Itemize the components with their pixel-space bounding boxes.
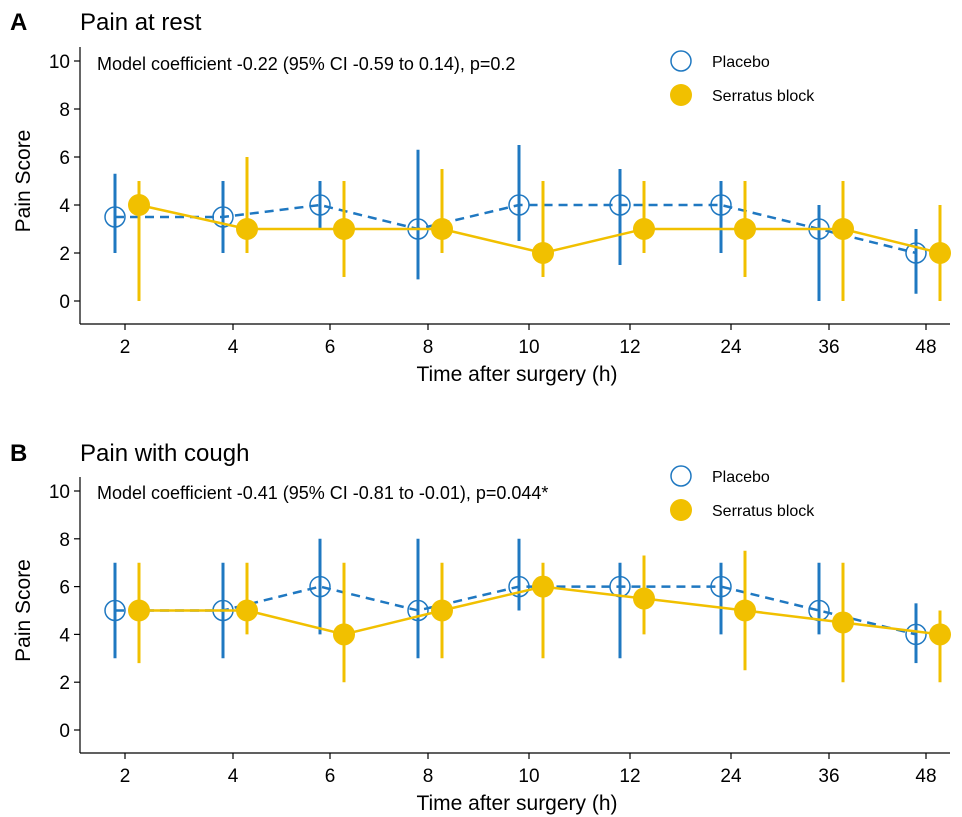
data-point-serratus xyxy=(431,218,453,240)
panel-title: Pain at rest xyxy=(80,9,202,36)
data-point-placebo xyxy=(212,206,234,228)
y-tick-label: 10 xyxy=(49,482,70,503)
legend-label-serratus: Serratus block xyxy=(712,503,815,520)
legend-marker-serratus xyxy=(670,499,692,521)
data-point-serratus xyxy=(236,218,258,240)
data-point-placebo xyxy=(104,206,126,228)
x-tick-label: 12 xyxy=(619,766,640,787)
model-annotation: Model coefficient -0.41 (95% CI -0.81 to… xyxy=(97,483,548,503)
data-point-placebo xyxy=(508,575,530,598)
y-tick-label: 6 xyxy=(59,578,70,599)
series-serratus xyxy=(128,157,951,301)
data-point-serratus xyxy=(832,218,854,240)
y-axis-title: Pain Score xyxy=(12,559,35,662)
data-point-placebo xyxy=(309,575,331,598)
data-point-serratus xyxy=(633,218,655,240)
data-point-serratus xyxy=(532,242,554,264)
x-tick-label: 6 xyxy=(325,766,336,787)
data-point-serratus xyxy=(734,218,756,240)
model-annotation: Model coefficient -0.22 (95% CI -0.59 to… xyxy=(97,54,515,74)
x-tick-label: 48 xyxy=(915,337,936,358)
data-point-serratus xyxy=(734,599,756,622)
series-placebo xyxy=(104,538,927,664)
legend-marker-placebo xyxy=(670,465,692,487)
data-point-placebo xyxy=(905,242,927,264)
y-tick-label: 0 xyxy=(59,721,70,742)
x-axis-title: Time after surgery (h) xyxy=(416,363,617,386)
x-tick-label: 4 xyxy=(228,766,239,787)
data-point-placebo xyxy=(309,194,331,216)
x-tick-label: 4 xyxy=(228,337,239,358)
data-point-placebo xyxy=(710,194,732,216)
legend-label-placebo: Placebo xyxy=(712,469,770,486)
data-point-serratus xyxy=(236,599,258,622)
legend: Placebo Serratus block xyxy=(670,50,815,106)
x-tick-label: 8 xyxy=(423,337,434,358)
data-point-serratus xyxy=(633,587,655,610)
x-tick-label: 10 xyxy=(518,337,539,358)
y-tick-label: 2 xyxy=(59,244,70,265)
data-point-placebo xyxy=(508,194,530,216)
legend: Placebo Serratus block xyxy=(670,465,815,521)
data-point-placebo xyxy=(407,599,429,622)
y-tick-label: 4 xyxy=(59,625,70,646)
data-point-serratus xyxy=(333,623,355,646)
data-point-serratus xyxy=(832,611,854,634)
y-tick-label: 6 xyxy=(59,148,70,169)
x-tick-label: 36 xyxy=(818,766,839,787)
x-tick-label: 10 xyxy=(518,766,539,787)
y-tick-label: 8 xyxy=(59,530,70,551)
panel-letter: A xyxy=(10,9,27,36)
x-axis-title: Time after surgery (h) xyxy=(416,792,617,815)
series-serratus xyxy=(128,550,951,683)
x-tick-label: 2 xyxy=(120,766,131,787)
data-point-placebo xyxy=(905,623,927,646)
x-tick-label: 2 xyxy=(120,337,131,358)
data-point-serratus xyxy=(929,242,951,264)
panel-letter: B xyxy=(10,440,27,467)
y-tick-label: 10 xyxy=(49,52,70,73)
x-tick-label: 8 xyxy=(423,766,434,787)
legend-label-placebo: Placebo xyxy=(712,54,770,71)
data-point-serratus xyxy=(532,575,554,598)
data-point-serratus xyxy=(128,194,150,216)
x-tick-label: 24 xyxy=(720,766,742,787)
legend-label-serratus: Serratus block xyxy=(712,88,815,105)
x-tick-label: 36 xyxy=(818,337,839,358)
data-point-serratus xyxy=(929,623,951,646)
data-point-placebo xyxy=(609,194,631,216)
panel-title: Pain with cough xyxy=(80,440,249,467)
data-point-placebo xyxy=(104,599,126,622)
y-tick-label: 4 xyxy=(59,196,70,217)
y-tick-label: 2 xyxy=(59,673,70,694)
data-point-serratus xyxy=(333,218,355,240)
x-tick-label: 12 xyxy=(619,337,640,358)
data-point-serratus xyxy=(431,599,453,622)
y-tick-label: 8 xyxy=(59,100,70,121)
y-axis-title: Pain Score xyxy=(12,130,35,233)
legend-marker-placebo xyxy=(670,50,692,72)
data-point-placebo xyxy=(710,575,732,598)
series-placebo xyxy=(104,145,927,301)
y-tick-label: 0 xyxy=(59,292,70,313)
x-tick-label: 24 xyxy=(720,337,742,358)
data-point-serratus xyxy=(128,599,150,622)
x-tick-label: 48 xyxy=(915,766,936,787)
x-tick-label: 6 xyxy=(325,337,336,358)
legend-marker-serratus xyxy=(670,84,692,106)
